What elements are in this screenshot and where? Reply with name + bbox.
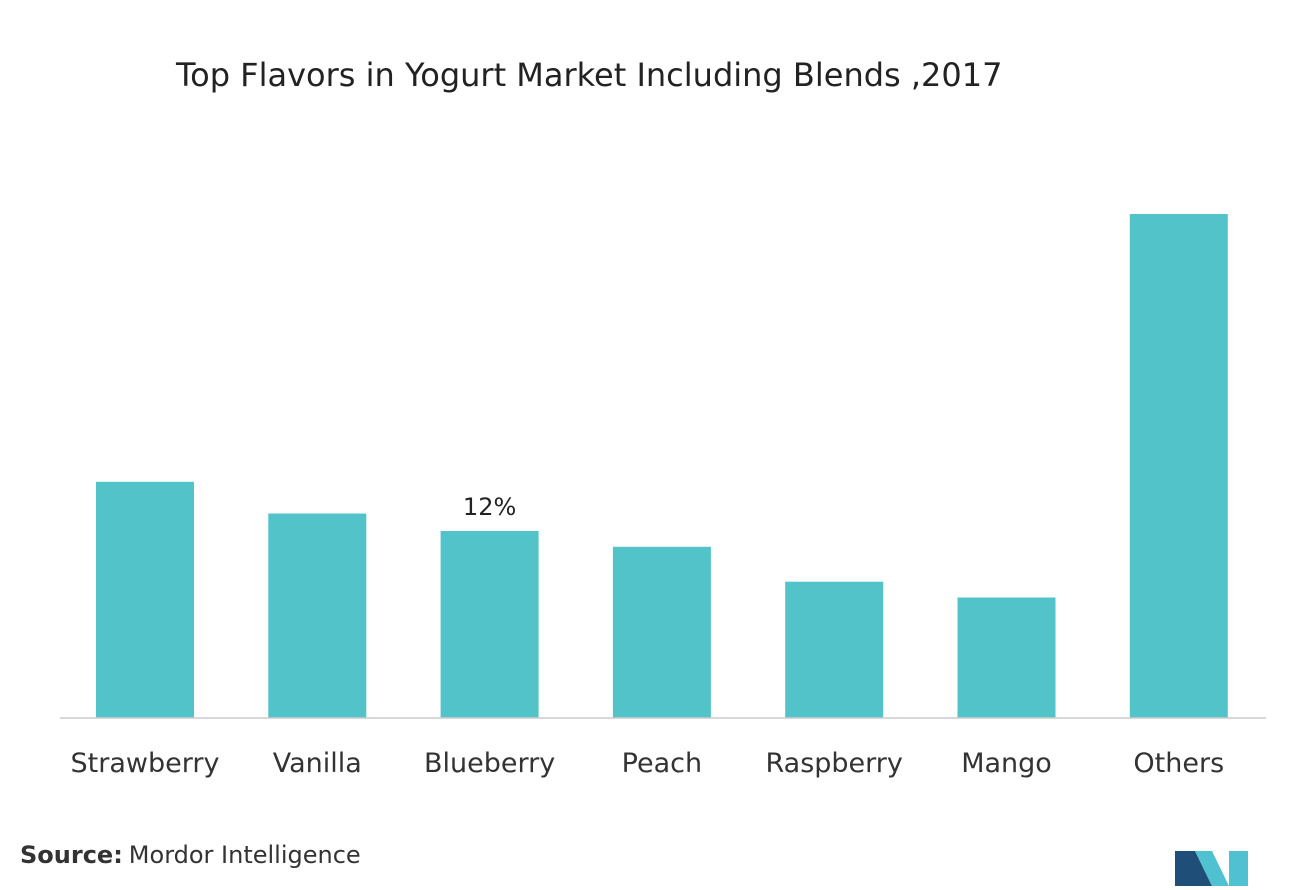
x-tick-label-vanilla: Vanilla: [273, 748, 362, 779]
x-tick-labels: Strawberry Vanilla Blueberry Peach Raspberry…: [71, 748, 1225, 779]
data-labels-group: 12%: [463, 493, 516, 521]
source-label: Source:: [20, 841, 123, 869]
bars-group: [96, 214, 1228, 718]
bar-peach: [612, 546, 711, 718]
x-tick-label-mango: Mango: [961, 748, 1052, 779]
chart-title: Top Flavors in Yogurt Market Including B…: [175, 56, 1002, 94]
bar-raspberry: [785, 581, 884, 718]
bar-others: [1129, 214, 1228, 718]
source-text: Mordor Intelligence: [129, 841, 361, 869]
mordor-intelligence-logo-icon: [1175, 851, 1248, 886]
x-tick-label-raspberry: Raspberry: [766, 748, 903, 779]
data-label-blueberry: 12%: [463, 493, 516, 521]
x-tick-label-peach: Peach: [622, 748, 702, 779]
x-tick-label-blueberry: Blueberry: [424, 748, 555, 779]
x-tick-label-others: Others: [1133, 748, 1224, 779]
bar-blueberry: [440, 531, 539, 718]
source-note: Source: Mordor Intelligence: [20, 841, 361, 869]
bar-vanilla: [268, 513, 367, 718]
x-tick-label-strawberry: Strawberry: [71, 748, 220, 779]
bar-mango: [957, 597, 1056, 718]
bar-strawberry: [96, 481, 194, 718]
